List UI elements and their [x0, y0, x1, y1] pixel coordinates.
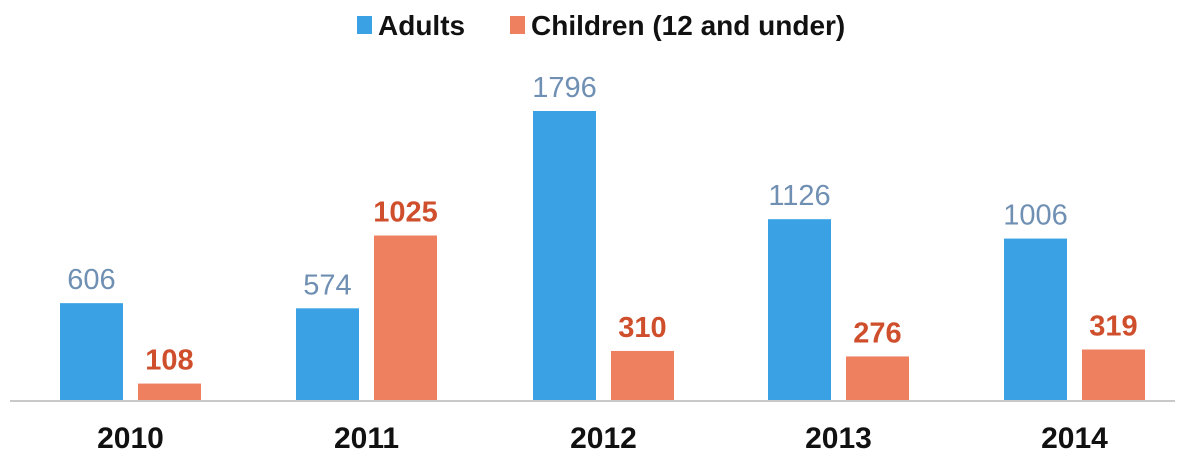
data-label-adults-2012: 1796	[532, 72, 597, 104]
x-tick-label-2012: 2012	[570, 422, 637, 455]
data-label-adults-2011: 574	[303, 269, 351, 301]
data-label-children-2010: 108	[145, 345, 193, 377]
legend-swatch-adults	[357, 16, 372, 34]
x-tick-labels: 2010 2011 2012 2013 2014	[97, 422, 1108, 455]
legend-swatch-children	[510, 16, 525, 34]
bar-children-2011	[374, 235, 437, 401]
data-label-children-2011: 1025	[373, 196, 438, 228]
bar-children-2014	[1082, 349, 1145, 401]
legend-label-children: Children (12 and under)	[531, 10, 845, 41]
bars-group	[60, 111, 1145, 401]
bar-adults-2012	[533, 111, 596, 401]
bar-adults-2014	[1004, 238, 1067, 401]
data-label-adults-2014: 1006	[1003, 200, 1068, 232]
bar-adults-2013	[768, 219, 831, 401]
bar-children-2012	[611, 350, 674, 401]
x-tick-label-2013: 2013	[805, 422, 872, 455]
data-label-adults-2010: 606	[67, 264, 115, 296]
legend-label-adults: Adults	[378, 10, 465, 41]
x-tick-label-2011: 2011	[334, 422, 399, 455]
data-label-adults-2013: 1126	[768, 180, 830, 212]
x-tick-label-2010: 2010	[97, 422, 164, 455]
x-tick-label-2014: 2014	[1041, 422, 1108, 455]
bar-adults-2010	[60, 303, 123, 401]
bar-children-2013	[846, 356, 909, 401]
data-label-children-2012: 310	[618, 312, 666, 344]
data-label-children-2014: 319	[1089, 310, 1137, 342]
bar-children-2010	[138, 383, 201, 401]
data-labels-group: 606 108 574 1025 1796 310 1126 276 1006 319	[67, 72, 1137, 377]
data-label-children-2013: 276	[853, 317, 901, 349]
legend: Adults Children (12 and under)	[357, 10, 845, 41]
bar-adults-2011	[296, 308, 359, 401]
